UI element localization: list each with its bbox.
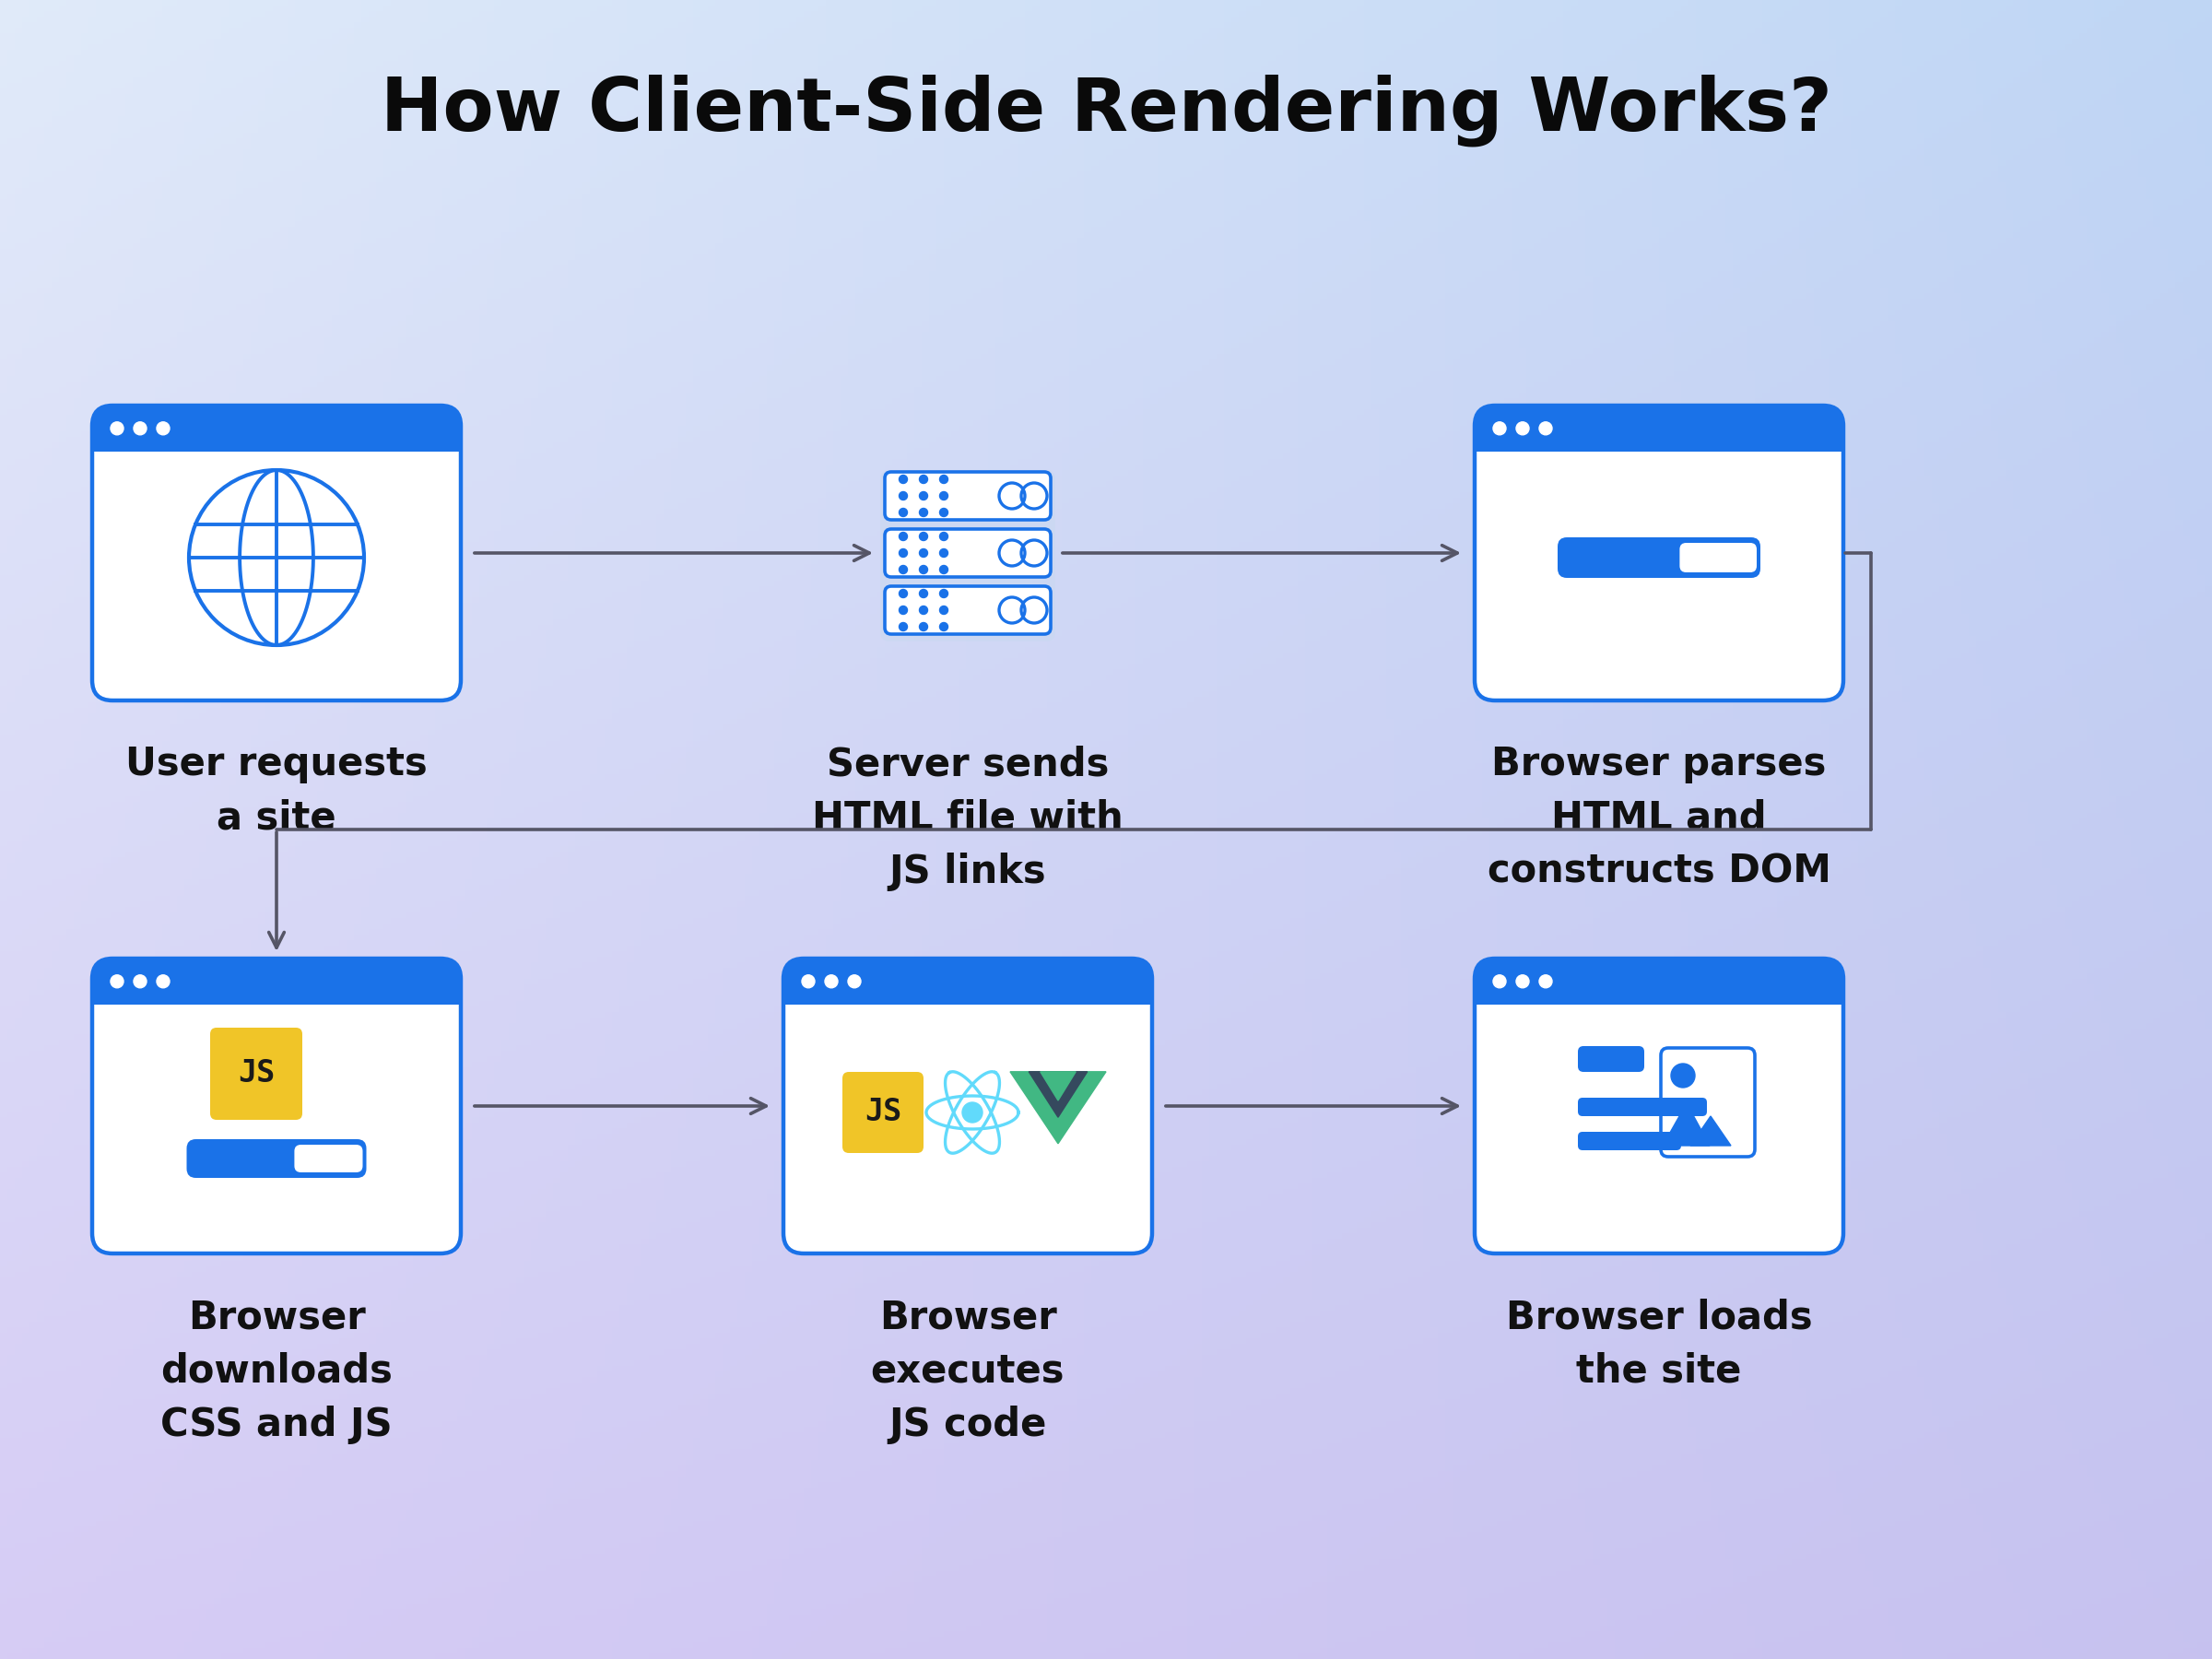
Circle shape [898, 491, 907, 499]
Circle shape [898, 566, 907, 574]
Circle shape [940, 622, 949, 630]
FancyBboxPatch shape [885, 586, 1051, 634]
FancyBboxPatch shape [93, 959, 460, 1004]
FancyBboxPatch shape [1475, 405, 1843, 700]
FancyBboxPatch shape [885, 529, 1051, 577]
Bar [1475, 426, 1843, 451]
Circle shape [898, 606, 907, 614]
FancyBboxPatch shape [93, 959, 460, 1254]
Circle shape [898, 589, 907, 597]
Circle shape [898, 508, 907, 516]
Circle shape [898, 622, 907, 630]
Circle shape [133, 975, 146, 987]
Bar [93, 979, 460, 1004]
FancyBboxPatch shape [210, 1027, 303, 1120]
Text: Browser parses
HTML and
constructs DOM: Browser parses HTML and constructs DOM [1486, 745, 1832, 891]
FancyBboxPatch shape [1577, 1131, 1681, 1150]
Circle shape [898, 474, 907, 483]
Circle shape [1540, 975, 1553, 987]
Circle shape [920, 474, 927, 483]
FancyBboxPatch shape [1557, 538, 1761, 577]
FancyBboxPatch shape [1577, 1098, 1708, 1117]
Polygon shape [1029, 1072, 1088, 1117]
FancyBboxPatch shape [783, 959, 1152, 1254]
FancyBboxPatch shape [880, 469, 1055, 642]
Circle shape [1540, 421, 1553, 435]
Polygon shape [1040, 1072, 1075, 1100]
Circle shape [898, 549, 907, 557]
FancyBboxPatch shape [1679, 542, 1756, 572]
Circle shape [847, 975, 860, 987]
Circle shape [962, 1102, 982, 1123]
Circle shape [920, 606, 927, 614]
Text: JS: JS [237, 1058, 274, 1088]
FancyBboxPatch shape [1475, 959, 1843, 1004]
Text: Browser loads
the site: Browser loads the site [1506, 1297, 1812, 1390]
FancyBboxPatch shape [294, 1145, 363, 1173]
Circle shape [920, 566, 927, 574]
Bar [783, 979, 1152, 1004]
FancyBboxPatch shape [93, 405, 460, 451]
Polygon shape [1011, 1072, 1106, 1143]
Text: Server sends
HTML file with
JS links: Server sends HTML file with JS links [812, 745, 1124, 891]
Circle shape [825, 975, 838, 987]
Polygon shape [1690, 1117, 1730, 1146]
FancyBboxPatch shape [783, 959, 1152, 1004]
FancyBboxPatch shape [1475, 405, 1843, 451]
Circle shape [111, 421, 124, 435]
Circle shape [920, 549, 927, 557]
Circle shape [1515, 421, 1528, 435]
Circle shape [940, 589, 949, 597]
Bar [1475, 979, 1843, 1004]
FancyBboxPatch shape [1577, 1047, 1644, 1072]
Circle shape [1670, 1063, 1694, 1088]
FancyBboxPatch shape [843, 1072, 925, 1153]
Text: Browser
executes
JS code: Browser executes JS code [872, 1297, 1064, 1445]
Circle shape [920, 508, 927, 516]
Circle shape [920, 491, 927, 499]
FancyBboxPatch shape [186, 1140, 367, 1178]
Circle shape [940, 508, 949, 516]
FancyBboxPatch shape [93, 405, 460, 700]
Text: JS: JS [865, 1097, 902, 1128]
Circle shape [940, 533, 949, 541]
Text: User requests
a site: User requests a site [126, 745, 427, 838]
Circle shape [940, 606, 949, 614]
Circle shape [111, 975, 124, 987]
Circle shape [157, 421, 170, 435]
FancyBboxPatch shape [1475, 959, 1843, 1254]
Circle shape [133, 421, 146, 435]
Text: Browser
downloads
CSS and JS: Browser downloads CSS and JS [161, 1297, 392, 1445]
Circle shape [1515, 975, 1528, 987]
Circle shape [157, 975, 170, 987]
Circle shape [940, 566, 949, 574]
Bar [93, 426, 460, 451]
Circle shape [920, 622, 927, 630]
Text: How Client-Side Rendering Works?: How Client-Side Rendering Works? [380, 75, 1832, 146]
Circle shape [803, 975, 814, 987]
Circle shape [940, 491, 949, 499]
FancyBboxPatch shape [885, 471, 1051, 519]
Circle shape [920, 589, 927, 597]
Circle shape [940, 474, 949, 483]
Circle shape [920, 533, 927, 541]
Circle shape [1493, 421, 1506, 435]
Circle shape [1493, 975, 1506, 987]
Circle shape [898, 533, 907, 541]
Circle shape [940, 549, 949, 557]
Polygon shape [1663, 1103, 1710, 1146]
